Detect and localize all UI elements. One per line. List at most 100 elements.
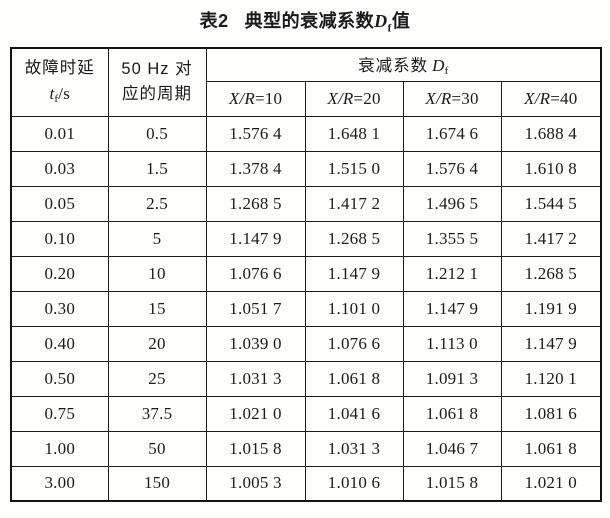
cell-fault-delay: 0.75 bbox=[10, 395, 109, 432]
table-row: 1.00 50 1.015 8 1.031 3 1.046 7 1.061 8 bbox=[10, 430, 602, 467]
cell-df-xr40: 1.147 9 bbox=[500, 325, 602, 362]
table-row: 0.20 10 1.076 6 1.147 9 1.212 1 1.268 5 bbox=[10, 255, 602, 292]
cell-df-xr20: 1.515 0 bbox=[304, 150, 404, 187]
cell-df-xr20: 1.076 6 bbox=[304, 325, 404, 362]
cell-df-xr10: 1.051 7 bbox=[205, 290, 306, 327]
cell-period: 37.5 bbox=[107, 395, 207, 432]
cell-period: 5 bbox=[107, 220, 207, 257]
table-row: 0.01 0.5 1.576 4 1.648 1 1.674 6 1.688 4 bbox=[10, 115, 602, 152]
cell-df-xr10: 1.031 3 bbox=[205, 360, 306, 397]
fault-delay-label: 故障时延 bbox=[24, 58, 95, 77]
table-row: 0.30 15 1.051 7 1.101 0 1.147 9 1.191 9 bbox=[10, 290, 602, 327]
cell-df-xr40: 1.120 1 bbox=[500, 360, 602, 397]
col-header-xr-40: X/R=40 bbox=[500, 80, 602, 117]
cell-df-xr20: 1.041 6 bbox=[304, 395, 404, 432]
cell-df-xr30: 1.147 9 bbox=[402, 290, 502, 327]
col-header-xr-10: X/R=10 bbox=[205, 80, 306, 117]
cell-period: 1.5 bbox=[107, 150, 207, 187]
cell-df-xr30: 1.674 6 bbox=[402, 115, 502, 152]
cell-period: 2.5 bbox=[107, 185, 207, 222]
cell-fault-delay: 0.10 bbox=[10, 220, 109, 257]
cell-period: 150 bbox=[107, 465, 207, 502]
cell-df-xr10: 1.021 0 bbox=[205, 395, 306, 432]
cell-period: 20 bbox=[107, 325, 207, 362]
cell-df-xr20: 1.417 2 bbox=[304, 185, 404, 222]
cell-df-xr30: 1.046 7 bbox=[402, 430, 502, 467]
cell-df-xr10: 1.576 4 bbox=[205, 115, 306, 152]
cell-period: 25 bbox=[107, 360, 207, 397]
cell-period: 0.5 bbox=[107, 115, 207, 152]
cell-period: 10 bbox=[107, 255, 207, 292]
period-label-line2: 应的周期 bbox=[122, 85, 192, 104]
table-row: 0.75 37.5 1.021 0 1.041 6 1.061 8 1.081 … bbox=[10, 395, 602, 432]
table-header: 故障时延 tf/s 50 Hz 对 应的周期 衰减系数 Df X/R=10 X/… bbox=[10, 47, 602, 117]
table-number: 表2 bbox=[199, 11, 229, 31]
title-symbol-subscript: f bbox=[387, 22, 392, 35]
group-header-attenuation-coefficient: 衰减系数 Df bbox=[205, 47, 602, 82]
col-header-period: 50 Hz 对 应的周期 bbox=[107, 47, 207, 117]
header-row-xr: X/R=10 X/R=20 X/R=30 X/R=40 bbox=[11, 80, 602, 117]
cell-df-xr30: 1.091 3 bbox=[402, 360, 502, 397]
cell-df-xr40: 1.061 8 bbox=[500, 430, 602, 467]
table-row: 0.03 1.5 1.378 4 1.515 0 1.576 4 1.610 8 bbox=[10, 150, 602, 187]
cell-df-xr40: 1.417 2 bbox=[500, 220, 602, 257]
cell-df-xr30: 1.496 5 bbox=[402, 185, 502, 222]
col-header-xr-20: X/R=20 bbox=[304, 80, 404, 117]
group-label: 衰减系数 bbox=[358, 57, 429, 76]
cell-fault-delay: 1.00 bbox=[10, 430, 109, 467]
title-symbol-D: D bbox=[374, 11, 388, 31]
cell-df-xr20: 1.061 8 bbox=[304, 360, 404, 397]
cell-df-xr40: 1.081 6 bbox=[500, 395, 602, 432]
cell-fault-delay: 0.50 bbox=[10, 360, 109, 397]
cell-fault-delay: 3.00 bbox=[10, 465, 109, 502]
cell-df-xr10: 1.378 4 bbox=[205, 150, 306, 187]
cell-df-xr40: 1.610 8 bbox=[500, 150, 602, 187]
cell-df-xr10: 1.005 3 bbox=[205, 465, 306, 502]
cell-fault-delay: 0.30 bbox=[10, 290, 109, 327]
col-header-xr-30: X/R=30 bbox=[402, 80, 502, 117]
cell-df-xr30: 1.015 8 bbox=[402, 465, 502, 502]
cell-fault-delay: 0.05 bbox=[10, 185, 109, 222]
table-row: 3.00 150 1.005 3 1.010 6 1.015 8 1.021 0 bbox=[10, 465, 602, 502]
title-suffix: 值 bbox=[391, 11, 411, 31]
cell-df-xr10: 1.268 5 bbox=[205, 185, 306, 222]
table-row: 0.05 2.5 1.268 5 1.417 2 1.496 5 1.544 5 bbox=[10, 185, 602, 222]
col-header-fault-delay: 故障时延 tf/s bbox=[10, 47, 109, 117]
cell-df-xr20: 1.147 9 bbox=[304, 255, 404, 292]
group-symbol: Df bbox=[432, 56, 449, 78]
cell-fault-delay: 0.40 bbox=[10, 325, 109, 362]
cell-df-xr20: 1.031 3 bbox=[304, 430, 404, 467]
cell-df-xr40: 1.544 5 bbox=[500, 185, 602, 222]
cell-df-xr10: 1.015 8 bbox=[205, 430, 306, 467]
cell-df-xr40: 1.688 4 bbox=[500, 115, 602, 152]
cell-fault-delay: 0.03 bbox=[10, 150, 109, 187]
cell-df-xr40: 1.191 9 bbox=[500, 290, 602, 327]
cell-df-xr30: 1.212 1 bbox=[402, 255, 502, 292]
cell-df-xr20: 1.010 6 bbox=[304, 465, 404, 502]
cell-period: 15 bbox=[107, 290, 207, 327]
cell-period: 50 bbox=[107, 430, 207, 467]
title-text: 典型的衰减系数 bbox=[244, 11, 375, 31]
table-body: 0.01 0.5 1.576 4 1.648 1 1.674 6 1.688 4… bbox=[10, 115, 602, 502]
table-row: 0.50 25 1.031 3 1.061 8 1.091 3 1.120 1 bbox=[10, 360, 602, 397]
cell-df-xr30: 1.061 8 bbox=[402, 395, 502, 432]
cell-df-xr10: 1.076 6 bbox=[205, 255, 306, 292]
table-row: 0.40 20 1.039 0 1.076 6 1.113 0 1.147 9 bbox=[10, 325, 602, 362]
cell-df-xr20: 1.101 0 bbox=[304, 290, 404, 327]
cell-fault-delay: 0.01 bbox=[10, 115, 109, 152]
period-label-line1: 50 Hz 对 bbox=[121, 59, 193, 78]
cell-df-xr10: 1.147 9 bbox=[205, 220, 306, 257]
fault-delay-symbol: tf/s bbox=[49, 84, 71, 106]
cell-fault-delay: 0.20 bbox=[10, 255, 109, 292]
header-row-group: 故障时延 tf/s 50 Hz 对 应的周期 衰减系数 Df bbox=[10, 47, 602, 117]
cell-df-xr40: 1.268 5 bbox=[500, 255, 602, 292]
cell-df-xr10: 1.039 0 bbox=[205, 325, 306, 362]
table-title: 表2 典型的衰减系数Df值 bbox=[0, 7, 610, 35]
cell-df-xr30: 1.355 5 bbox=[402, 220, 502, 257]
cell-df-xr20: 1.268 5 bbox=[304, 220, 404, 257]
table-row: 0.10 5 1.147 9 1.268 5 1.355 5 1.417 2 bbox=[10, 220, 602, 257]
cell-df-xr40: 1.021 0 bbox=[500, 465, 602, 502]
cell-df-xr20: 1.648 1 bbox=[304, 115, 404, 152]
cell-df-xr30: 1.113 0 bbox=[402, 325, 502, 362]
attenuation-coefficient-table: 故障时延 tf/s 50 Hz 对 应的周期 衰减系数 Df X/R=10 X/… bbox=[10, 46, 603, 503]
